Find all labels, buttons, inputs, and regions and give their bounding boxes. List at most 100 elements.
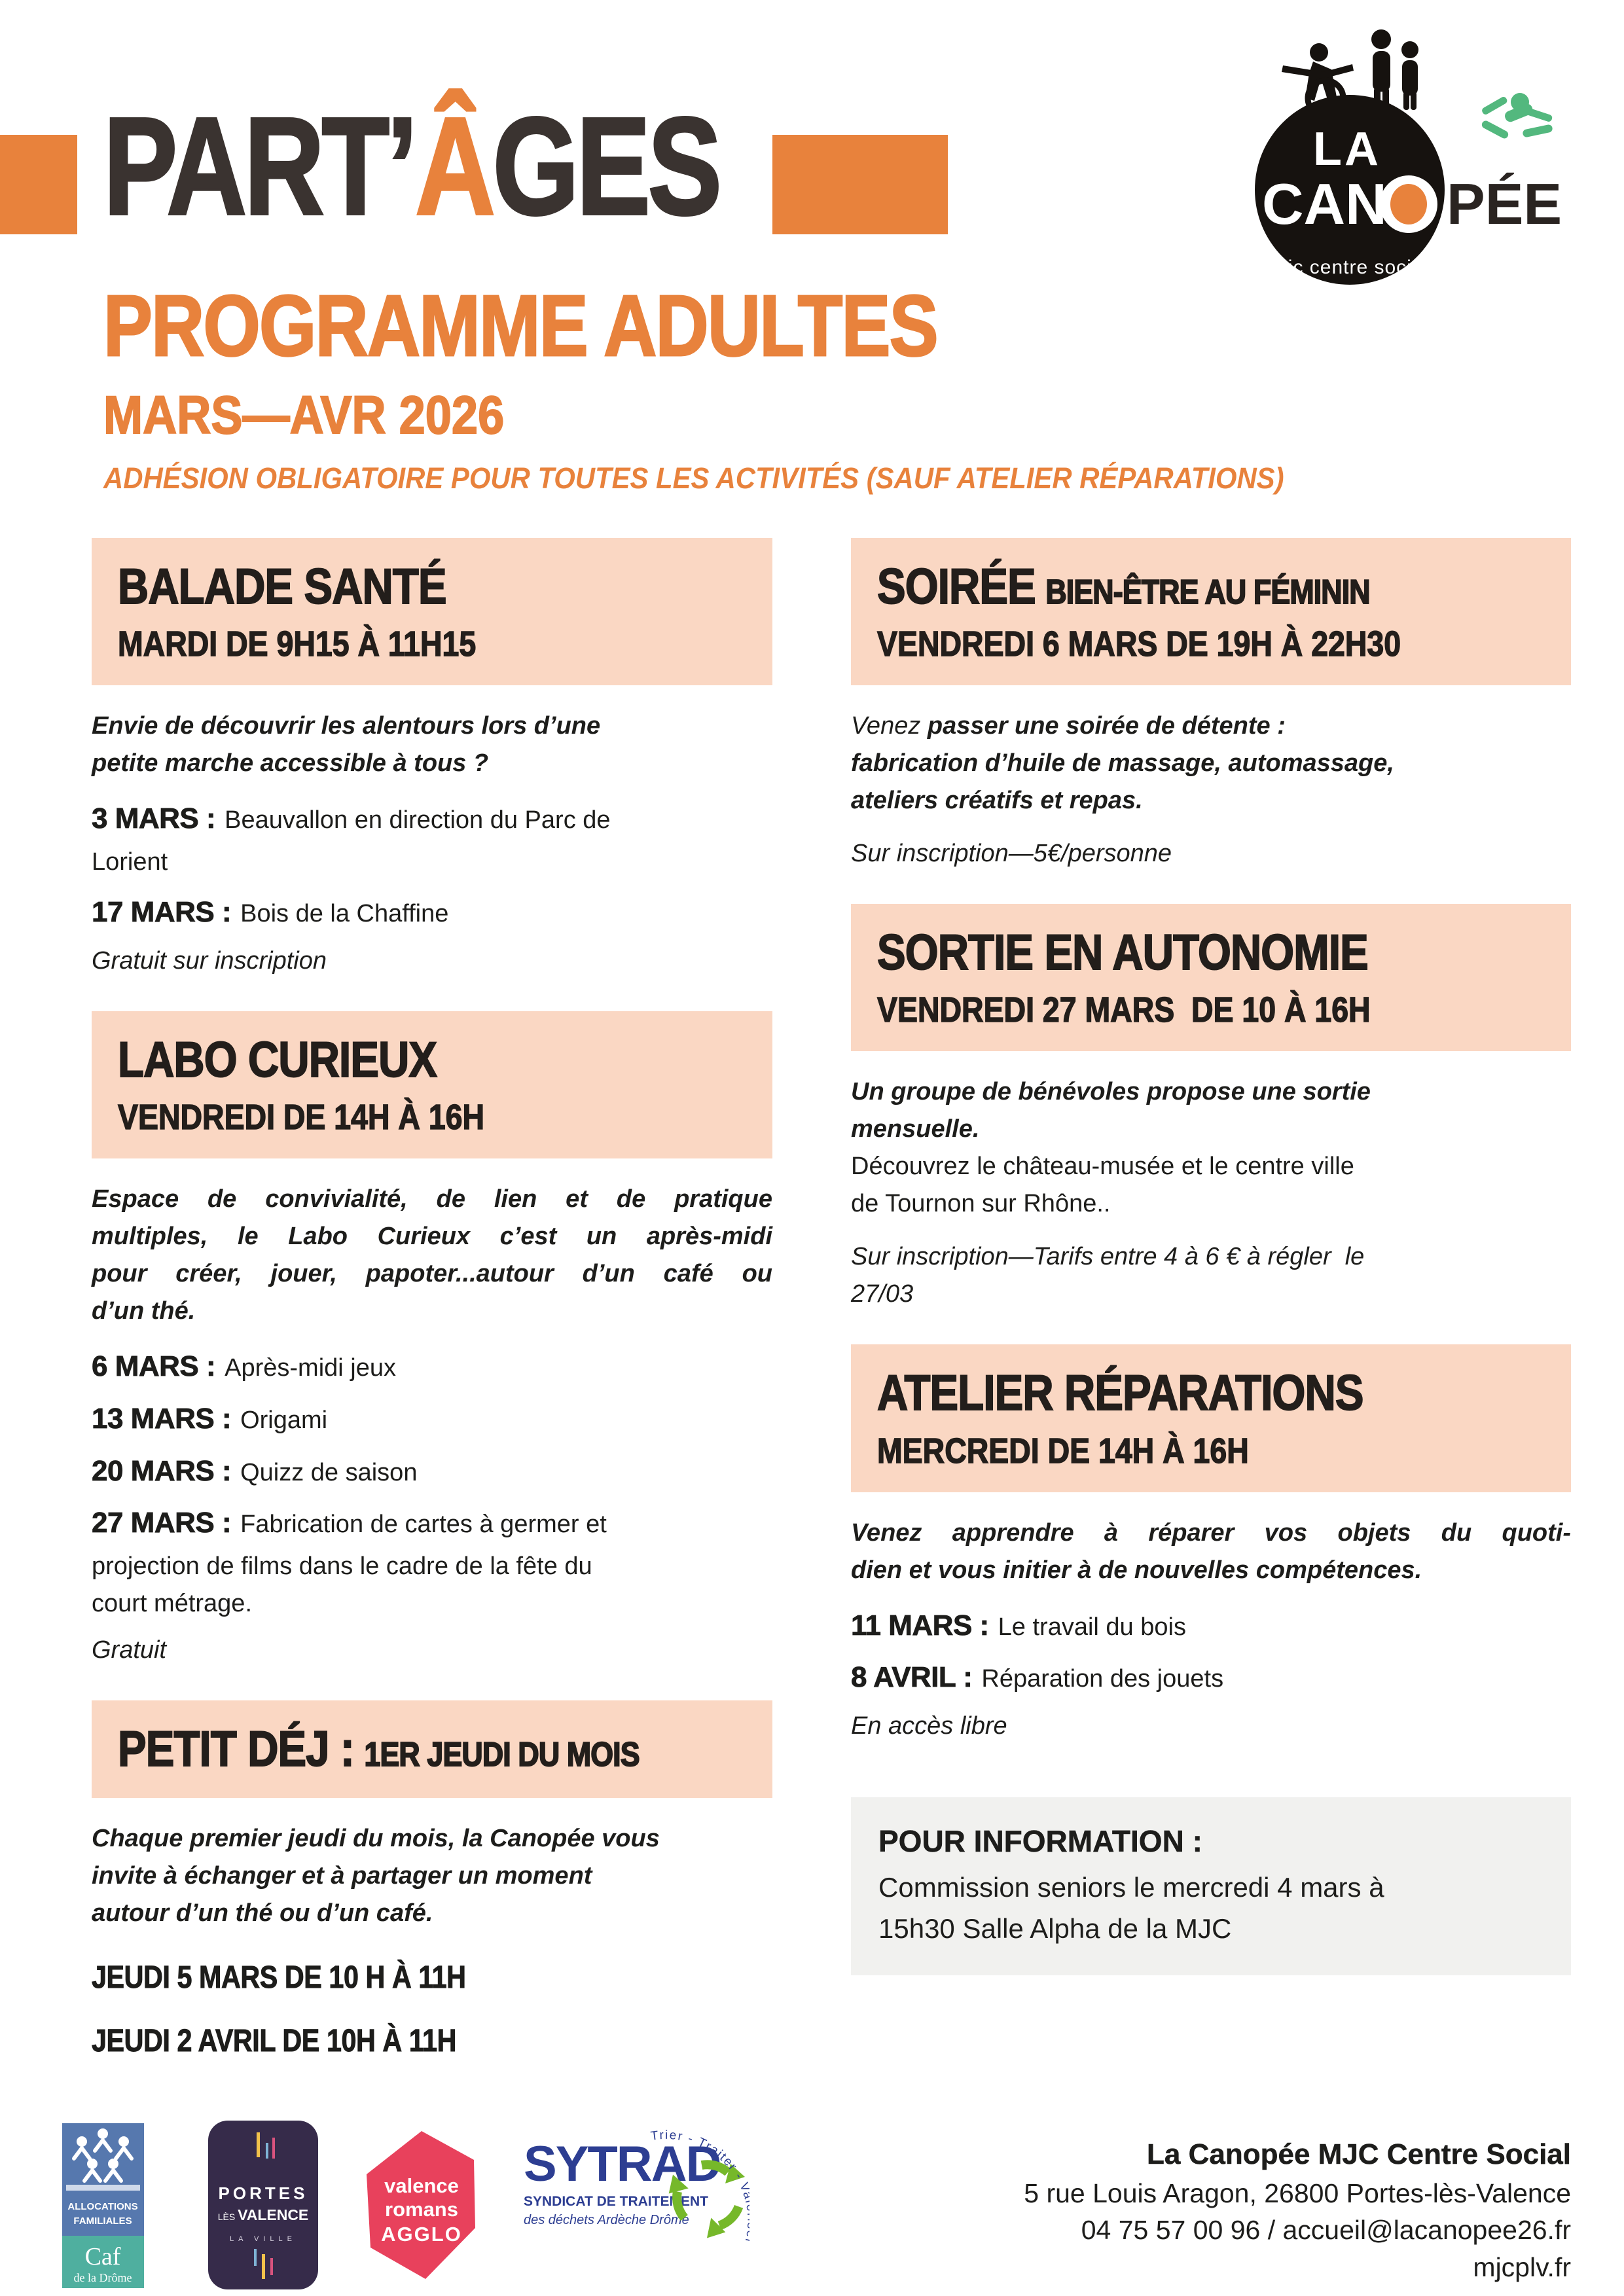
section-schedule: MARDI DE 9H15 À 11H15 (117, 624, 477, 664)
valence-romans-agglo-logo: valence romans AGGLO (367, 2131, 475, 2279)
footer-website: mjcplv.fr (1473, 2251, 1571, 2282)
section-intro: Envie de découvrir les alentours lors d’… (92, 708, 772, 782)
section-sortie-autonomie: SORTIE EN AUTONOMIE VENDREDI 27 MARS DE … (851, 904, 1571, 1313)
section-intro: Espace de convivialité, de lien et de pr… (92, 1181, 772, 1330)
text-line: fabrication d’huile de massage, automass… (851, 749, 1394, 778)
footer-org-name: La Canopée MJC Centre Social (1147, 2138, 1571, 2170)
info-title: POUR INFORMATION : (878, 1824, 1202, 1859)
section-title: LABO CURIEUX (117, 1031, 438, 1088)
text-line: Sur inscription—Tarifs entre 4 à 6 € à r… (851, 1243, 1365, 1271)
caf-region: de la Drôme (74, 2271, 132, 2284)
logo-baseline-text: mjc centre social (1271, 257, 1428, 278)
section-schedule: VENDREDI 6 MARS DE 19H À 22H30 (876, 624, 1401, 664)
left-column: BALADE SANTÉ MARDI DE 9H15 À 11H15 Envie… (92, 538, 772, 2090)
section-intro: Venez apprendre à réparer vos objets du … (851, 1515, 1571, 1589)
section-body: Découvrez le château-musée et le centre … (851, 1148, 1571, 1223)
intro-rest: passer une soirée de détente : (920, 712, 1286, 740)
text-line: 15h30 Salle Alpha de la MJC (878, 1913, 1232, 1945)
text-line: 27/03 (851, 1280, 914, 1308)
section-title-small: BIEN-ÊTRE AU FÉMININ (1045, 573, 1371, 612)
logo-cano-text: CAN (1262, 171, 1387, 236)
logo-pee-text: PÉE (1447, 171, 1562, 236)
price-note: Sur inscription—5€/personne (851, 840, 1172, 868)
running-figure-icon (1481, 93, 1553, 139)
section-header: SORTIE EN AUTONOMIE VENDREDI 27 MARS DE … (851, 904, 1571, 1052)
event-desc: Bois de la Chaffine (240, 900, 449, 927)
text-line: Espace de convivialité, de lien et de pr… (92, 1185, 772, 1213)
footer-contact-block: La Canopée MJC Centre Social 5 rue Louis… (785, 2135, 1571, 2286)
section-labo-curieux: LABO CURIEUX VENDREDI DE 14H À 16H Espac… (92, 1011, 772, 1669)
logo-o-orange-dot (1390, 184, 1427, 224)
plv-color-ticks-icon (254, 2132, 275, 2279)
event-line: 17 MARS : Bois de la Chaffine (92, 891, 772, 933)
section-intro: Un groupe de bénévoles propose une sorti… (851, 1073, 1571, 1148)
orange-square-decoration (0, 135, 77, 234)
sytrad-logo: SYTRAD SYNDICAT DE TRAITEMENT des déchet… (524, 2128, 749, 2246)
sytrad-sub2: des déchets Ardèche Drôme (524, 2213, 689, 2227)
vra-hexagon (367, 2131, 475, 2279)
price-note: Gratuit sur inscription (92, 946, 327, 975)
sytrad-arrows-icon (668, 2160, 745, 2238)
event-date: 17 MARS : (92, 896, 232, 929)
section-header: SOIRÉE BIEN-ÊTRE AU FÉMININ VENDREDI 6 MA… (851, 538, 1571, 686)
event-desc: Après-midi jeux (225, 1354, 396, 1382)
event-line: 3 MARS : Beauvallon en direction du Parc … (92, 798, 772, 881)
section-title: SORTIE EN AUTONOMIE (876, 924, 1369, 981)
text-line: Envie de découvrir les alentours lors d’… (92, 712, 601, 740)
info-box: POUR INFORMATION : Commission seniors le… (851, 1797, 1571, 1976)
section-balade-sante: BALADE SANTÉ MARDI DE 9H15 À 11H15 Envie… (92, 538, 772, 980)
event-date: 11 MARS : (851, 1609, 990, 1641)
section-header: BALADE SANTÉ MARDI DE 9H15 À 11H15 (92, 538, 772, 686)
section-schedule: MERCREDI DE 14H À 16H (876, 1431, 1249, 1471)
svg-text:LÈS VALENCE: LÈS VALENCE (218, 2206, 309, 2223)
text-line: court métrage. (92, 1590, 252, 1618)
event-desc: Fabrication de cartes à germer et (240, 1511, 607, 1539)
text-line: Venez passer une soirée de détente : (851, 708, 1571, 745)
event-desc: Origami (240, 1406, 328, 1434)
event-date-full: JEUDI 5 MARS DE 10 H À 11H (92, 1960, 467, 1996)
event-line: 20 MARS : Quizz de saison (92, 1450, 772, 1492)
event-line: 27 MARS : Fabrication de cartes à germer … (92, 1502, 772, 1623)
text-line: mensuelle. (851, 1115, 980, 1143)
vra-l1: valence (384, 2174, 459, 2197)
portes-les-valence-logo: PORTES LÈS VALENCE LA VILLE (208, 2121, 318, 2289)
text-line: Chaque premier jeudi du mois, la Canopée… (92, 1825, 660, 1853)
event-line: 8 AVRIL : Réparation des jouets (851, 1657, 1571, 1698)
la-canopee-logo: LA CAN PÉE mjc centre social (1255, 29, 1562, 285)
sytrad-name: SYTRAD (524, 2136, 720, 2192)
section-atelier-reparations: ATELIER RÉPARATIONS MERCREDI DE 14H À 16… (851, 1344, 1571, 1745)
caf-name: Caf (85, 2243, 121, 2270)
event-date-full: JEUDI 2 AVRIL DE 10H À 11H (92, 2024, 457, 2059)
sytrad-sub1: SYNDICAT DE TRAITEMENT (524, 2194, 708, 2209)
section-header: LABO CURIEUX VENDREDI DE 14H À 16H (92, 1011, 772, 1158)
caf-figures-icon (72, 2128, 134, 2183)
orange-bar-decoration (772, 135, 948, 234)
event-line: 6 MARS : Après-midi jeux (92, 1346, 772, 1388)
text-line: invite à échanger et à partager un momen… (92, 1862, 592, 1890)
period-heading: MARS—AVR 2026 (103, 386, 505, 445)
price-note: Gratuit (92, 1636, 167, 1664)
section-header: ATELIER RÉPARATIONS MERCREDI DE 14H À 16… (851, 1344, 1571, 1492)
plv-sub-small: LÈS (218, 2212, 238, 2222)
plv-city: PORTES (219, 2183, 308, 2203)
title-accent-letter: Â (414, 88, 497, 243)
vra-l2: romans (385, 2198, 458, 2221)
section-intro: Chaque premier jeudi du mois, la Canopée… (92, 1820, 772, 1932)
event-desc-continued: Lorient (92, 848, 168, 876)
price-note: Sur inscription—Tarifs entre 4 à 6 € à r… (851, 1238, 1571, 1313)
event-desc: Le travail du bois (998, 1613, 1186, 1641)
section-schedule: VENDREDI 27 MARS DE 10 À 16H (876, 990, 1371, 1031)
vra-l3: AGGLO (381, 2223, 462, 2246)
section-title: SOIRÉE (876, 558, 1036, 615)
plv-tag: LA VILLE (230, 2235, 297, 2243)
text-line: Venez apprendre à réparer vos objets du … (851, 1518, 1571, 1547)
poster-title: PART’ÂGES (102, 96, 723, 237)
section-intro: Venez passer une soirée de détente : fab… (851, 708, 1571, 819)
membership-notice: ADHÉSION OBLIGATOIRE POUR TOUTES LES ACT… (103, 461, 1284, 495)
text-line: Découvrez le château-musée et le centre … (851, 1153, 1354, 1181)
program-heading: PROGRAMME ADULTES (103, 278, 939, 374)
section-title: PETIT DÉJ : (117, 1721, 355, 1778)
right-column: SOIRÉE BIEN-ÊTRE AU FÉMININ VENDREDI 6 MA… (851, 538, 1571, 1976)
section-schedule: VENDREDI DE 14H À 16H (117, 1097, 485, 1138)
